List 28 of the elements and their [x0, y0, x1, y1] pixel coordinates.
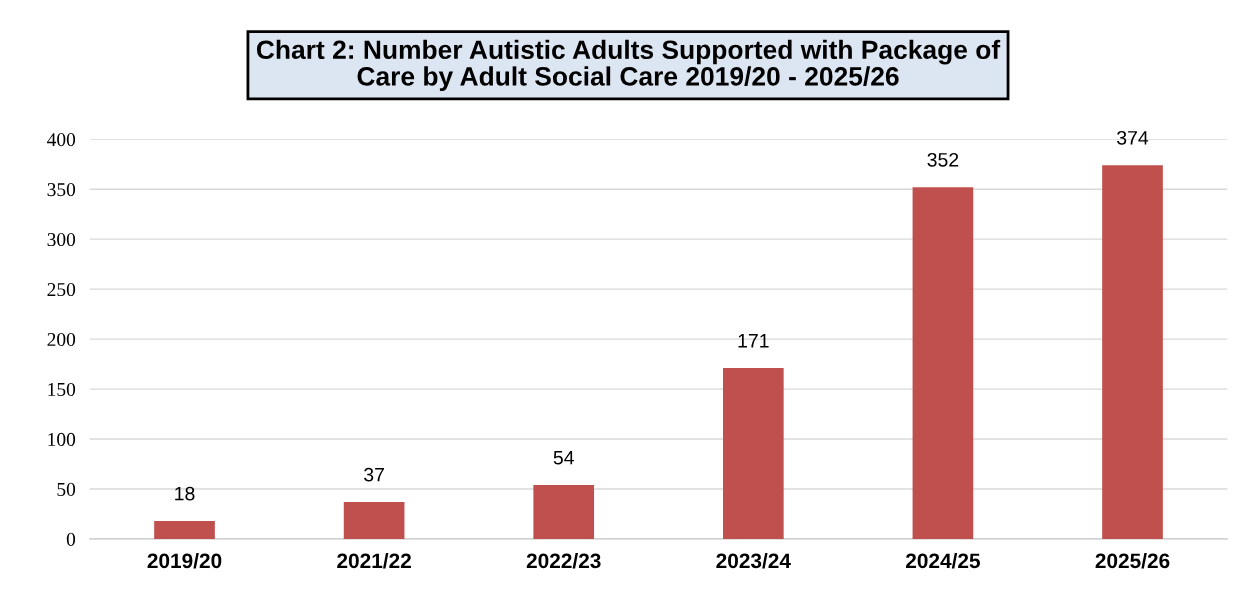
- bar: [343, 502, 405, 539]
- bar: [533, 485, 595, 539]
- bar: [1102, 165, 1163, 539]
- x-tick-label: 2019/20: [147, 552, 222, 569]
- data-label: 374: [1117, 130, 1149, 145]
- chart-title: Chart 2: Number Autistic Adults Supported with Package of Care by Adult Social Care 2019/20 - 2025/26: [256, 39, 1001, 91]
- x-tick-label: 2025/26: [1095, 552, 1170, 569]
- data-label: 352: [927, 152, 959, 167]
- y-tick-label: 350: [47, 183, 76, 197]
- y-tick-label: 0: [66, 532, 76, 546]
- y-tick-label: 100: [48, 432, 76, 446]
- y-tick-label: 300: [47, 232, 76, 247]
- y-tick-label: 50: [57, 482, 76, 496]
- bar: [154, 521, 215, 539]
- y-tick-label: 200: [47, 332, 76, 347]
- x-tick-label: 2021/22: [337, 552, 411, 569]
- data-label: 171: [738, 334, 769, 348]
- bar: [722, 368, 784, 539]
- x-tick-label: 2022/23: [526, 552, 601, 569]
- data-label: 54: [553, 450, 574, 465]
- y-tick-label: 250: [47, 282, 76, 297]
- x-tick-label: 2023/24: [716, 552, 791, 569]
- x-tick-label: 2024/25: [905, 552, 980, 569]
- y-tick-label: 400: [47, 133, 76, 147]
- data-label: 37: [364, 467, 384, 482]
- data-label: 18: [175, 486, 195, 501]
- bar: [912, 187, 974, 539]
- y-tick-label: 150: [48, 382, 76, 397]
